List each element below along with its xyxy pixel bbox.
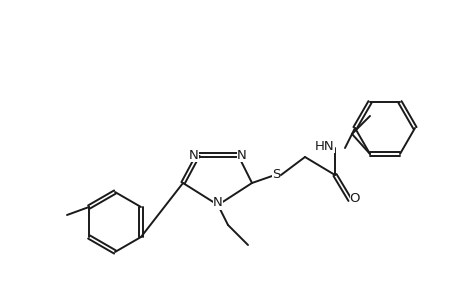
Text: N: N	[236, 148, 246, 161]
Text: O: O	[349, 193, 359, 206]
Text: S: S	[271, 169, 280, 182]
Text: HN: HN	[314, 140, 334, 152]
Text: N: N	[189, 148, 198, 161]
Text: N: N	[213, 196, 223, 209]
